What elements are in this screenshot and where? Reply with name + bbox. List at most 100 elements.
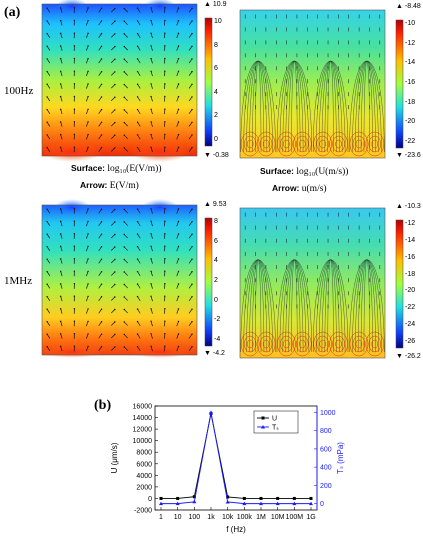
field-arrow xyxy=(98,147,102,152)
field-arrow-head xyxy=(46,146,48,149)
field-arrow-head xyxy=(164,258,166,260)
field-arrow xyxy=(111,271,116,276)
field-arrow-head xyxy=(177,333,180,335)
field-arrow-head xyxy=(87,146,89,149)
field-arrow xyxy=(176,83,179,89)
field-arrow-head xyxy=(114,20,116,22)
field-arrow-head xyxy=(73,220,76,222)
caption-arrow-u-expr: u(m/s) xyxy=(301,184,327,194)
field-arrow xyxy=(98,221,102,226)
x-tick-label: 10 xyxy=(174,514,182,521)
colorbar-tick-label: -14 xyxy=(405,236,416,244)
y2-tick-label: 200 xyxy=(320,483,332,490)
vortex-streamline xyxy=(332,335,345,353)
field-arrow-head xyxy=(136,20,139,22)
data-point-ts xyxy=(175,501,180,506)
field-arrow-head xyxy=(46,333,48,335)
field-arrow-head xyxy=(100,346,103,348)
x-axis-label: f (Hz) xyxy=(226,525,246,534)
field-arrow-head xyxy=(100,70,103,73)
field-arrow xyxy=(111,109,116,114)
field-arrow xyxy=(176,208,179,214)
field-arrow-head xyxy=(164,70,166,72)
field-arrow-head xyxy=(123,71,125,73)
field-arrow xyxy=(60,20,63,26)
field-arrow xyxy=(46,271,51,277)
y2-tick-label: 0 xyxy=(320,501,324,508)
field-arrow xyxy=(60,258,63,264)
field-arrow xyxy=(188,259,193,264)
field-arrow-head xyxy=(177,121,180,123)
field-arrow xyxy=(176,296,179,302)
field-arrow xyxy=(46,84,51,89)
vortex-streamline xyxy=(371,139,379,149)
field-arrow xyxy=(60,271,63,277)
field-arrow xyxy=(46,346,51,352)
field-arrow-head xyxy=(164,45,166,47)
field-arrow xyxy=(123,284,128,289)
field-arrow xyxy=(176,346,179,352)
field-arrow-head xyxy=(191,221,193,223)
field-arrow xyxy=(60,109,63,115)
field-arrow-head xyxy=(73,95,76,98)
field-arrow xyxy=(123,296,128,301)
data-point-ts xyxy=(192,499,197,504)
field-arrow-head xyxy=(123,283,125,286)
field-arrow-head xyxy=(73,57,76,60)
field-arrow xyxy=(188,334,193,339)
field-arrow xyxy=(188,221,193,226)
field-arrow-head xyxy=(136,333,139,335)
field-arrow xyxy=(176,33,179,39)
field-arrow-head xyxy=(73,108,76,110)
field-arrow-head xyxy=(59,95,62,98)
field-arrow-head xyxy=(73,320,76,322)
field-arrow-head xyxy=(100,134,103,136)
field-arrow-head xyxy=(100,333,103,335)
field-arrow-head xyxy=(177,7,180,9)
field-arrow-head xyxy=(87,320,89,323)
field-arrow xyxy=(123,122,128,127)
field-arrow xyxy=(150,121,153,127)
field-arrow-head xyxy=(150,83,152,85)
field-arrow-head xyxy=(150,258,152,260)
field-arrow-head xyxy=(191,7,193,9)
field-arrow-head xyxy=(177,95,180,98)
field-arrow xyxy=(46,321,51,327)
field-arrow xyxy=(60,221,63,227)
field-arrow xyxy=(60,296,63,302)
field-arrow-head xyxy=(123,296,125,298)
field-arrow xyxy=(86,296,89,302)
field-arrow-head xyxy=(114,221,116,223)
field-arrow-head xyxy=(59,245,62,248)
field-arrow-head xyxy=(191,20,193,22)
field-arrow-head xyxy=(177,57,180,60)
field-arrow-head xyxy=(136,83,139,85)
y2-tick-label: 1000 xyxy=(320,410,336,417)
field-arrow xyxy=(150,71,153,77)
field-arrow-head xyxy=(46,258,48,260)
field-arrow xyxy=(98,246,102,251)
field-arrow xyxy=(60,121,63,127)
field-arrow-head xyxy=(87,121,89,123)
field-arrow-head xyxy=(191,321,193,323)
field-arrow-head xyxy=(87,308,89,310)
field-arrow xyxy=(188,309,193,314)
field-arrow-head xyxy=(191,296,193,298)
field-arrow xyxy=(188,296,193,301)
field-arrow-head xyxy=(177,295,180,298)
field-arrow-head xyxy=(123,271,125,273)
caption-surface-e-expr: log₁₀(E(V/m)) xyxy=(107,164,162,174)
field-arrow xyxy=(123,246,128,251)
colorbar-tick-label: 0 xyxy=(214,136,218,143)
colorbar-tick-label: -22 xyxy=(405,304,416,312)
y-tick-label: 2000 xyxy=(136,484,152,491)
colorbar-tick-label: -20 xyxy=(405,287,416,295)
field-arrow xyxy=(86,33,89,39)
colorbar-tick-label: -24 xyxy=(405,321,416,329)
field-arrow-head xyxy=(150,208,152,210)
field-arrow xyxy=(111,296,116,301)
data-point-ts xyxy=(309,501,313,506)
field-arrow-head xyxy=(136,320,139,323)
colorbar-tick-label: -20 xyxy=(405,118,416,126)
vortex-streamline xyxy=(277,131,296,157)
